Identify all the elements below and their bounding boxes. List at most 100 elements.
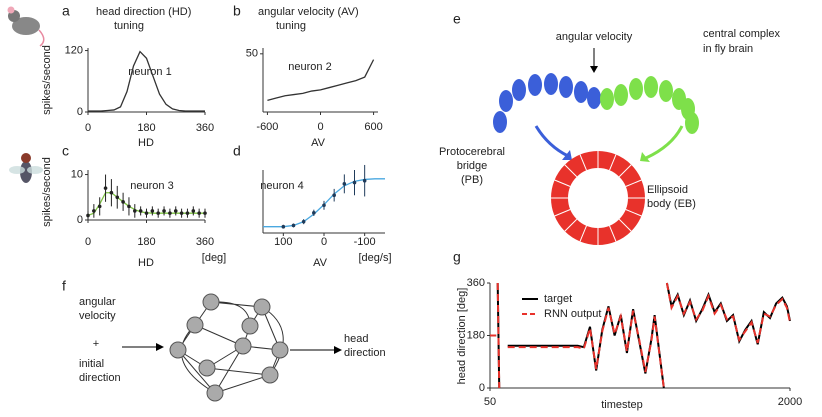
- panel-label: e: [453, 11, 461, 27]
- x-axis-label: AV: [311, 137, 326, 149]
- data-point: [185, 211, 190, 215]
- data-point: [138, 209, 143, 213]
- annotation: neuron 1: [128, 66, 171, 78]
- data-point: [197, 211, 201, 215]
- x-tick-label: 100: [274, 236, 292, 248]
- panel-label: a: [62, 3, 70, 19]
- caption: in fly brain: [703, 43, 753, 55]
- network-nodes: [169, 293, 289, 402]
- panel-title: tuning: [114, 20, 144, 32]
- x-axis-label: HD: [138, 257, 154, 269]
- eb-label: body (EB): [647, 198, 696, 210]
- panel-label: g: [453, 249, 461, 265]
- eb-label: Ellipsoid: [647, 184, 688, 196]
- data-point: [281, 224, 286, 229]
- data-point: [203, 211, 207, 215]
- data-point: [173, 209, 178, 213]
- x-tick-label: 0: [85, 236, 91, 248]
- data-point: [97, 204, 102, 209]
- eb-segment-line: [579, 154, 587, 171]
- output-label: head: [344, 333, 368, 345]
- data-point: [156, 211, 160, 215]
- data-point: [352, 180, 357, 185]
- x-unit: [deg]: [202, 252, 226, 264]
- data-point: [322, 203, 326, 208]
- eb-segment-line: [618, 164, 632, 178]
- eb-segment-line: [625, 209, 642, 217]
- network-edges: [177, 301, 284, 394]
- x-axis-label: timestep: [601, 399, 643, 411]
- x-tick-label: -600: [256, 121, 278, 133]
- eb-segment-line: [625, 179, 642, 187]
- y-tick-label: 120: [65, 44, 83, 56]
- data-point: [121, 200, 125, 204]
- panel-title: head direction (HD): [96, 6, 191, 18]
- eb-segment-line: [564, 218, 578, 232]
- panel-label: b: [233, 3, 241, 19]
- x-tick-label: 360: [196, 236, 214, 248]
- eb-segment-line: [554, 209, 571, 217]
- panel-label: c: [62, 143, 69, 159]
- y-tick-label: 0: [77, 106, 83, 118]
- data-point: [301, 219, 306, 224]
- y-tick-label: 0: [479, 382, 485, 394]
- data-point: [109, 190, 114, 195]
- data-point: [92, 209, 96, 213]
- data-point: [312, 211, 316, 215]
- y-tick-label: 0: [77, 214, 83, 226]
- data-point: [179, 211, 184, 215]
- diagram-e: e angular velocity central complex in fl…: [439, 11, 781, 245]
- y-tick-label: 10: [71, 168, 83, 180]
- fly-icon: [9, 153, 43, 183]
- arrow-head: [562, 150, 572, 160]
- data-point: [362, 178, 367, 183]
- diagram-f: f angular velocity + initial direction h…: [62, 278, 386, 402]
- eb-segment-line: [554, 179, 571, 187]
- mouse-icon: [7, 6, 45, 47]
- output-label: direction: [344, 347, 386, 359]
- x-tick-label: 180: [137, 122, 155, 134]
- x-tick-label: 2000: [778, 396, 802, 408]
- input-label: angular: [79, 296, 116, 308]
- data-point: [342, 182, 347, 186]
- y-axis-label: head direction [deg]: [456, 288, 468, 385]
- eb-segment-line: [609, 225, 617, 242]
- input-label: direction: [79, 372, 121, 384]
- y-axis-label: spikes/second: [41, 45, 53, 115]
- y-tick-label: 50: [246, 48, 258, 60]
- panel-title: angular velocity (AV): [258, 6, 359, 18]
- pb-label: Protocerebral: [439, 146, 505, 158]
- x-tick-label: 0: [317, 121, 323, 133]
- data-point: [133, 209, 137, 213]
- eb-segments: [551, 151, 645, 245]
- data-point: [150, 209, 155, 213]
- data-point: [103, 186, 108, 190]
- eb-segment-line: [579, 225, 587, 242]
- series-line: [267, 59, 375, 101]
- x-tick-label: -100: [354, 236, 376, 248]
- data-point: [127, 204, 131, 209]
- annotation: neuron 2: [288, 61, 331, 73]
- x-tick-label: 180: [137, 236, 155, 248]
- eb-segment-line: [609, 154, 617, 171]
- pb-right: [600, 76, 699, 134]
- series-line: [88, 50, 205, 112]
- arrow-head: [334, 346, 342, 354]
- data-point: [144, 211, 149, 215]
- pb-left: [493, 73, 601, 133]
- pb-label: bridge: [457, 160, 488, 172]
- pb-label: (PB): [461, 174, 483, 186]
- series-line: [490, 282, 791, 389]
- data-point: [168, 211, 172, 215]
- data-point: [291, 223, 296, 228]
- input-label: angular velocity: [556, 31, 633, 43]
- x-axis-label: HD: [138, 137, 154, 149]
- x-tick-label: 360: [196, 122, 214, 134]
- x-axis-label: AV: [313, 257, 328, 269]
- arrow-head: [156, 343, 164, 351]
- x-tick-label: 0: [85, 122, 91, 134]
- arrow-head: [640, 152, 650, 162]
- x-tick-label: 0: [321, 236, 327, 248]
- annotation: neuron 4: [260, 180, 303, 192]
- data-point: [86, 213, 90, 218]
